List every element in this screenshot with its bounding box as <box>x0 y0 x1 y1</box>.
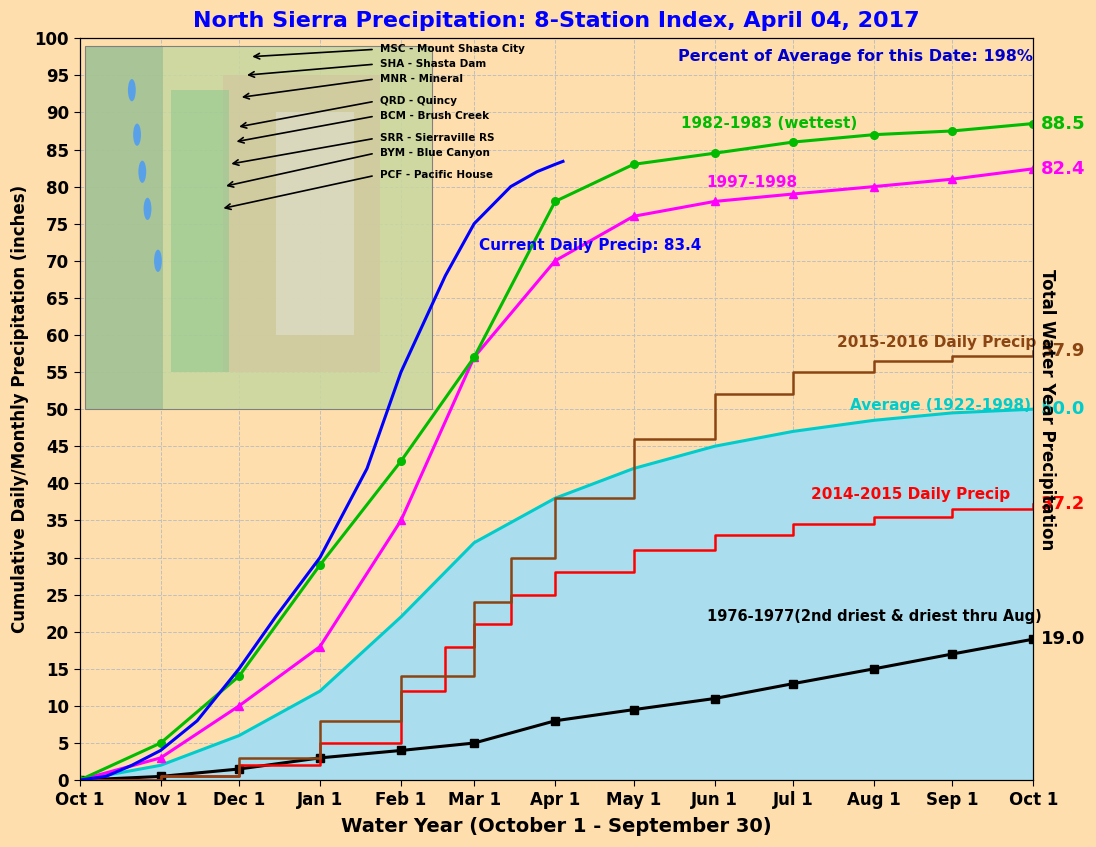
Circle shape <box>138 161 146 183</box>
Text: PCF - Pacific House: PCF - Pacific House <box>380 170 493 180</box>
Circle shape <box>144 197 151 220</box>
Text: 50.0: 50.0 <box>1041 400 1085 418</box>
Text: 82.4: 82.4 <box>1041 160 1086 178</box>
Text: SRR - Sierraville RS: SRR - Sierraville RS <box>380 133 494 143</box>
Bar <box>224 75 380 372</box>
Text: 57.9: 57.9 <box>1041 341 1085 360</box>
Circle shape <box>155 250 162 272</box>
Text: 2014-2015 Daily Precip: 2014-2015 Daily Precip <box>811 487 1011 502</box>
Text: 19.0: 19.0 <box>1041 630 1085 648</box>
Text: MSC - Mount Shasta City: MSC - Mount Shasta City <box>380 44 525 54</box>
Y-axis label: Total Water Year Precipitation: Total Water Year Precipitation <box>1038 268 1055 550</box>
Bar <box>171 90 229 372</box>
Text: Percent of Average for this Date: 198%: Percent of Average for this Date: 198% <box>678 49 1034 64</box>
Bar <box>84 46 432 409</box>
Text: 88.5: 88.5 <box>1041 114 1086 132</box>
Text: SHA - Shasta Dam: SHA - Shasta Dam <box>380 59 487 69</box>
Circle shape <box>133 124 141 146</box>
Text: MNR - Mineral: MNR - Mineral <box>380 74 464 84</box>
Text: BYM - Blue Canyon: BYM - Blue Canyon <box>380 148 490 158</box>
Text: 1997-1998: 1997-1998 <box>707 175 798 191</box>
Text: 2015-2016 Daily Precip: 2015-2016 Daily Precip <box>837 335 1037 350</box>
Text: 1976-1977(2nd driest & driest thru Aug): 1976-1977(2nd driest & driest thru Aug) <box>707 610 1041 624</box>
Text: QRD - Quincy: QRD - Quincy <box>380 97 457 106</box>
X-axis label: Water Year (October 1 - September 30): Water Year (October 1 - September 30) <box>341 817 772 836</box>
Circle shape <box>128 79 136 102</box>
Y-axis label: Cumulative Daily/Monthly Precipitation (inches): Cumulative Daily/Monthly Precipitation (… <box>11 185 30 634</box>
Bar <box>84 46 163 409</box>
Text: 37.2: 37.2 <box>1041 495 1085 513</box>
Text: 1982-1983 (wettest): 1982-1983 (wettest) <box>681 116 857 131</box>
Text: BCM - Brush Creek: BCM - Brush Creek <box>380 111 489 121</box>
Text: Current Daily Precip: 83.4: Current Daily Precip: 83.4 <box>479 239 701 253</box>
Title: North Sierra Precipitation: 8-Station Index, April 04, 2017: North Sierra Precipitation: 8-Station In… <box>193 11 920 31</box>
Bar <box>84 46 432 409</box>
Bar <box>275 113 354 335</box>
Text: Average (1922-1998): Average (1922-1998) <box>850 398 1031 413</box>
